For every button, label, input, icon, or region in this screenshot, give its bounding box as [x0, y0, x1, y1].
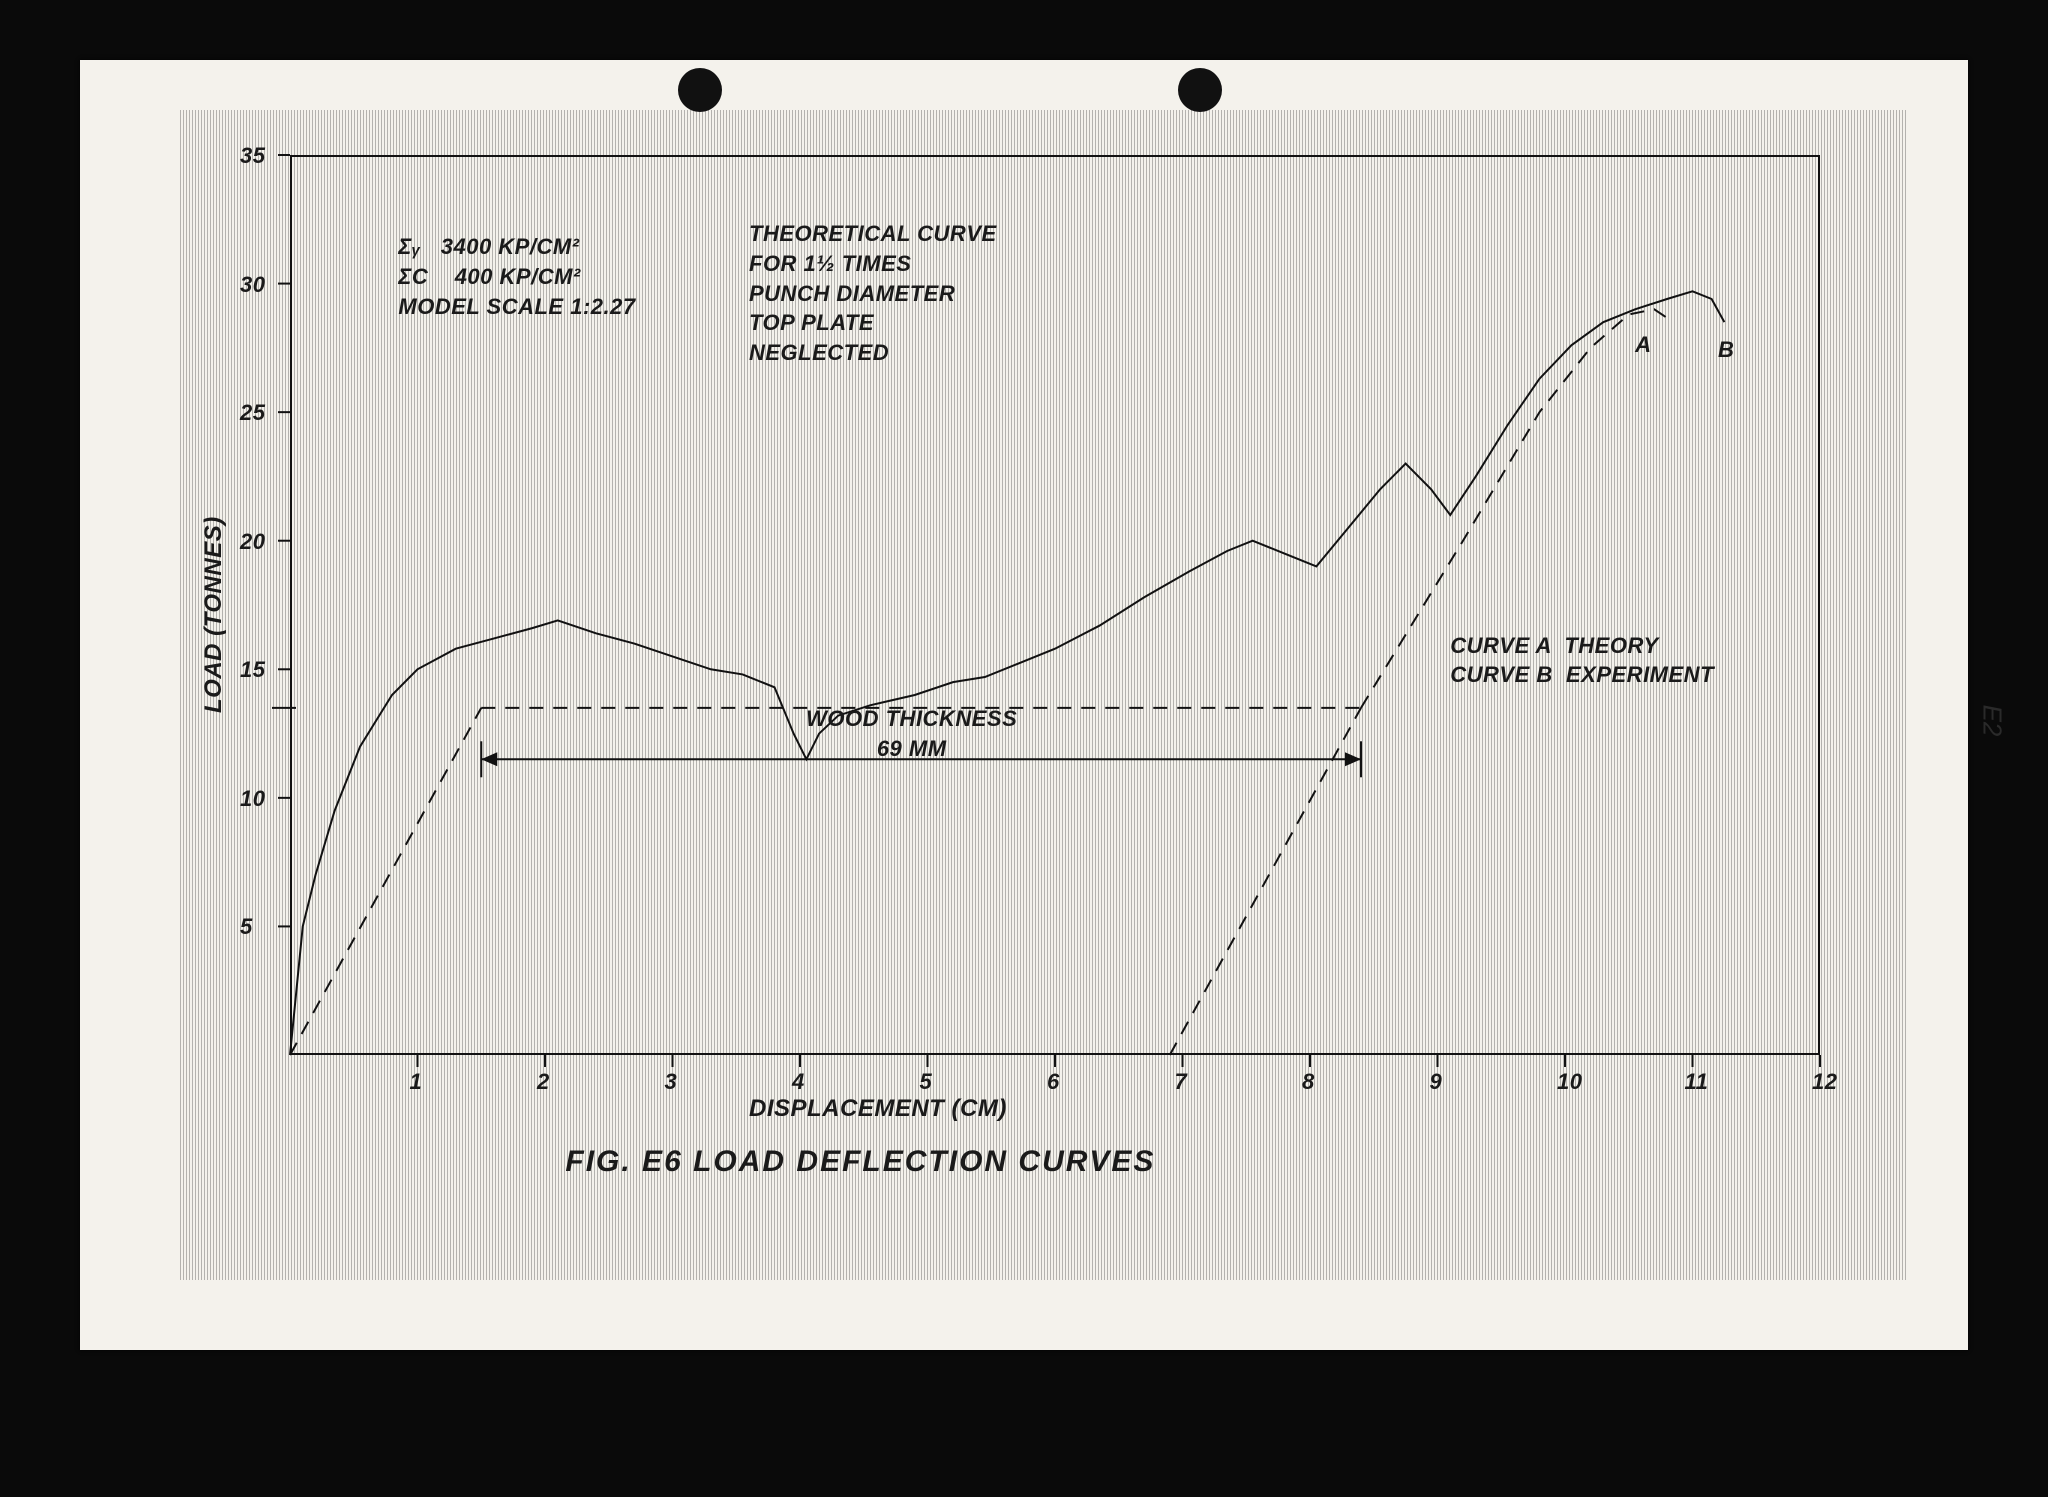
x-tick-label: 5	[920, 1069, 933, 1095]
y-axis-title: LOAD (TONNES)	[200, 516, 228, 713]
y-tick-label: 30	[240, 272, 265, 298]
annotation-theory-note: THEORETICAL CURVE FOR 1½ TIMES PUNCH DIA…	[749, 219, 997, 367]
annotation-params: σᵧ 3400 KP/CM² σc 400 KP/CM² MODEL SCALE…	[398, 232, 635, 321]
x-tick-label: 9	[1430, 1069, 1443, 1095]
y-tick-label: 15	[240, 657, 265, 683]
x-tick-label: 11	[1685, 1069, 1709, 1095]
x-axis-title: DISPLACEMENT (CM)	[749, 1095, 1007, 1123]
curve-end-label-a: A	[1635, 330, 1651, 360]
y-tick-label: 10	[240, 786, 265, 812]
x-tick-label: 6	[1047, 1069, 1060, 1095]
y-tick-label: 25	[240, 400, 265, 426]
dimension-label: WOOD THICKNESS 69 MM	[806, 704, 1017, 763]
x-tick-label: 3	[665, 1069, 678, 1095]
x-tick-label: 4	[792, 1069, 805, 1095]
y-tick-label: 35	[240, 143, 265, 169]
paper-page: LOAD (TONNES) DISPLACEMENT (CM) FIG. E6 …	[80, 60, 1968, 1350]
curve-end-label-b: B	[1718, 335, 1734, 365]
y-tick-label: 5	[240, 914, 253, 940]
x-tick-label: 10	[1557, 1069, 1582, 1095]
side-page-number: E2	[1977, 705, 2008, 737]
annotation-legend: CURVE A THEORY CURVE B EXPERIMENT	[1450, 631, 1714, 690]
x-tick-label: 2	[537, 1069, 550, 1095]
x-tick-label: 7	[1175, 1069, 1188, 1095]
x-tick-label: 12	[1812, 1069, 1837, 1095]
y-tick-label: 20	[240, 529, 265, 555]
figure-title: FIG. E6 LOAD DEFLECTION CURVES	[565, 1145, 1155, 1179]
x-tick-label: 1	[410, 1069, 423, 1095]
series-a-theory-seg0	[290, 708, 481, 1055]
x-tick-label: 8	[1302, 1069, 1315, 1095]
